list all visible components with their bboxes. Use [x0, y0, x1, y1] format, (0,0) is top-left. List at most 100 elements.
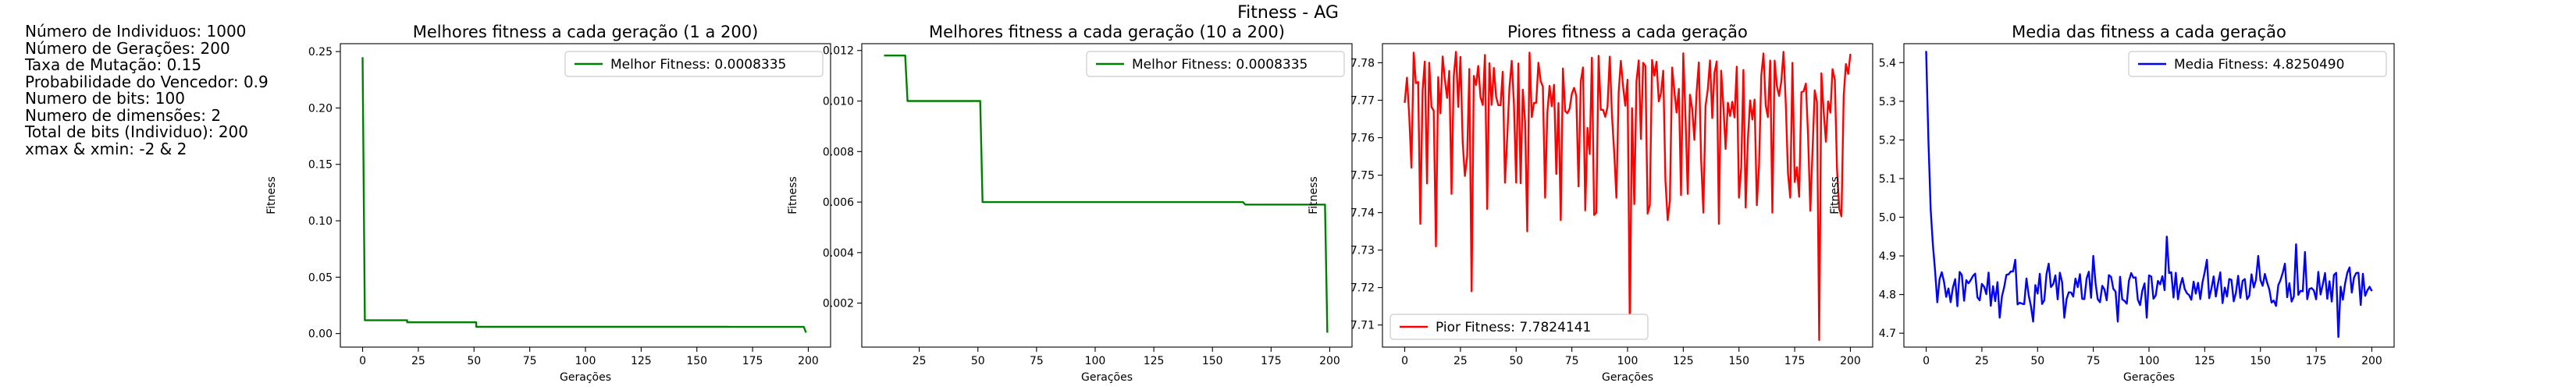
y-tick-label: 0.10: [308, 215, 333, 228]
x-axis-label: Gerações: [560, 371, 611, 384]
y-tick-label: 4.7: [1879, 328, 1896, 340]
y-tick-label: 0.008: [823, 146, 854, 158]
y-tick-label: 0.05: [308, 271, 333, 284]
x-tick-label: 175: [2306, 355, 2327, 367]
parameter-line: Probabilidade do Vencedor: 0.9: [25, 72, 269, 91]
y-tick-label: 7.78: [1350, 57, 1375, 69]
series-line: [884, 55, 1329, 333]
y-tick-label: 5.1: [1879, 173, 1896, 186]
plot-frame: [861, 43, 1353, 348]
plot-frame: [340, 43, 831, 348]
y-tick-label: 7.76: [1350, 133, 1375, 145]
y-tick-label: 4.9: [1879, 250, 1896, 263]
parameter-line: Numero de bits: 100: [25, 89, 185, 108]
chart-2: Melhores fitness a cada geração (10 a 20…: [787, 23, 1353, 384]
x-axis-label: Gerações: [1602, 371, 1653, 384]
y-tick-label: 0.006: [823, 197, 854, 209]
y-tick-label: 0.002: [823, 298, 854, 310]
y-axis-label: Fitness: [265, 176, 278, 214]
parameter-line: Numero de dimensões: 2: [25, 105, 222, 125]
y-tick-label: 7.77: [1350, 95, 1375, 108]
x-tick-label: 50: [2030, 355, 2044, 367]
x-tick-label: 25: [411, 355, 425, 367]
y-tick-label: 0.20: [308, 102, 333, 115]
legend-box: [1389, 314, 1649, 340]
legend-label: Melhor Fitness: 0.0008335: [1132, 57, 1308, 73]
x-tick-label: 150: [686, 355, 707, 367]
series-line: [1404, 51, 1852, 342]
parameter-line: Total de bits (Individuo): 200: [25, 122, 248, 141]
parameter-line: Número de Individuos: 1000: [25, 22, 247, 41]
x-tick-label: 125: [1144, 355, 1165, 367]
x-axis-label: Gerações: [2123, 371, 2175, 384]
y-axis-label: Fitness: [1308, 176, 1320, 214]
y-tick-label: 5.3: [1879, 96, 1896, 108]
x-tick-label: 200: [1840, 355, 1861, 367]
y-tick-label: 0.004: [823, 247, 854, 260]
x-tick-label: 150: [2250, 355, 2271, 367]
legend-box: [1086, 51, 1345, 77]
legend: Melhor Fitness: 0.0008335: [1086, 51, 1345, 77]
x-tick-label: 100: [1617, 355, 1638, 367]
x-tick-label: 175: [1784, 355, 1806, 367]
parameters-panel: Número de Individuos: 1000 Número de Gera…: [25, 23, 269, 158]
y-tick-label: 4.8: [1879, 289, 1896, 302]
x-tick-label: 100: [2139, 355, 2160, 367]
x-tick-label: 125: [1673, 355, 1694, 367]
y-tick-label: 0.012: [823, 45, 854, 58]
x-tick-label: 25: [1453, 355, 1468, 367]
chart-3: Piores fitness a cada geração 0 25 50 75 100 1…: [1308, 23, 1873, 384]
y-tick-label: 5.0: [1879, 211, 1896, 224]
legend-label: Pior Fitness: 7.7824141: [1436, 320, 1591, 335]
legend: Melhor Fitness: 0.0008335: [564, 51, 824, 77]
chart-title: Melhores fitness a cada geração (10 a 20…: [929, 23, 1285, 41]
parameter-line: xmax & xmin: -2 & 2: [25, 139, 187, 158]
x-tick-label: 25: [913, 355, 927, 367]
x-tick-label: 125: [631, 355, 652, 367]
y-tick-label: 7.71: [1350, 320, 1375, 332]
x-tick-label: 0: [359, 355, 366, 367]
y-tick-label: 0.25: [308, 46, 333, 58]
x-tick-label: 75: [2087, 355, 2101, 367]
x-tick-label: 200: [1319, 355, 1340, 367]
x-tick-label: 75: [523, 355, 537, 367]
series-line: [1925, 51, 2373, 339]
x-tick-label: 100: [1085, 355, 1106, 367]
chart-title: Melhores fitness a cada geração (1 a 200…: [413, 23, 759, 41]
x-tick-label: 50: [467, 355, 481, 367]
y-tick-label: 0.010: [823, 96, 854, 108]
legend-label: Media Fitness: 4.8250490: [2174, 57, 2344, 73]
x-tick-label: 50: [1509, 355, 1523, 367]
chart-4: Media das fitness a cada geração 0 25 50 75 1…: [1829, 23, 2395, 384]
y-tick-label: 7.73: [1350, 245, 1375, 257]
legend: Media Fitness: 4.8250490: [2128, 51, 2387, 77]
chart-1: Melhores fitness a cada geração (1 a 200…: [265, 23, 831, 384]
x-tick-label: 175: [742, 355, 763, 367]
x-tick-label: 150: [1202, 355, 1223, 367]
y-tick-label: 0.00: [308, 328, 333, 341]
series-line: [361, 57, 807, 333]
x-tick-label: 50: [971, 355, 985, 367]
legend-box: [564, 51, 824, 77]
y-tick-label: 7.74: [1350, 207, 1375, 220]
y-tick-label: 0.15: [308, 159, 333, 172]
x-tick-label: 175: [1261, 355, 1282, 367]
x-tick-label: 75: [1030, 355, 1044, 367]
parameter-line: Taxa de Mutação: 0.15: [25, 55, 202, 74]
parameter-line: Número de Gerações: 200: [25, 38, 230, 58]
x-tick-label: 75: [1565, 355, 1579, 367]
chart-title: Media das fitness a cada geração: [2012, 23, 2286, 41]
y-tick-label: 5.4: [1879, 57, 1896, 69]
x-tick-label: 0: [1401, 355, 1408, 367]
legend-box: [2128, 51, 2387, 77]
y-tick-label: 7.72: [1350, 282, 1375, 295]
plot-frame: [1903, 43, 2395, 348]
x-axis-label: Gerações: [1081, 371, 1133, 384]
y-axis-label: Fitness: [1829, 176, 1841, 214]
x-tick-label: 125: [2194, 355, 2215, 367]
y-tick-label: 5.2: [1879, 134, 1896, 147]
x-tick-label: 150: [1728, 355, 1749, 367]
x-tick-label: 0: [1923, 355, 1930, 367]
x-tick-label: 200: [2361, 355, 2382, 367]
